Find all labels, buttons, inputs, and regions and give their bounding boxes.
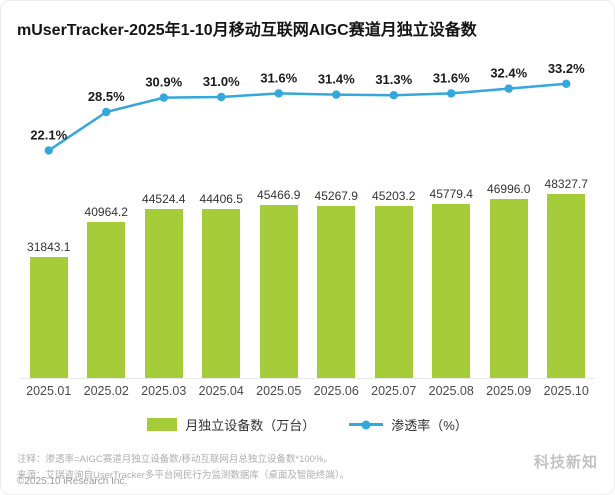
footnote-source: 来源：艾瑞咨询自UserTracker多平台网民行为监测数据库（桌面及智能终端）… xyxy=(17,469,350,481)
penetration-value-label: 31.4% xyxy=(318,72,355,87)
line-legend-label: 渗透率（%） xyxy=(391,418,468,433)
x-axis-label: 2025.01 xyxy=(26,384,72,398)
line-point xyxy=(44,146,53,155)
penetration-value-label: 32.4% xyxy=(490,66,527,81)
device-count-bar xyxy=(489,199,528,378)
device-count-bar xyxy=(87,222,126,378)
chart-legend: 月独立设备数（万台） 渗透率（%） xyxy=(1,415,614,434)
bar-value-label: 45779.4 xyxy=(429,187,473,201)
x-axis-label: 2025.08 xyxy=(428,384,474,398)
bar-column: 44524.4 xyxy=(135,48,193,378)
x-axis-label: 2025.07 xyxy=(371,384,417,398)
x-axis-label: 2025.09 xyxy=(486,384,532,398)
device-count-bar xyxy=(29,257,68,378)
line-point xyxy=(102,107,111,117)
bar-column: 46996.0 xyxy=(480,48,538,378)
footnotes: 注释：渗透率=AIGC赛道月独立设备数/移动互联网月总独立设备数*100%。 来… xyxy=(17,452,596,483)
x-axis-label: 2025.03 xyxy=(141,384,187,398)
line-point xyxy=(332,90,341,99)
line-point xyxy=(389,91,398,100)
bar-value-label: 31843.1 xyxy=(27,240,71,254)
copyright-text: ©2025.10 iResearch Inc. xyxy=(17,476,128,487)
device-count-bar xyxy=(202,209,241,378)
bar-legend-label: 月独立设备数（万台） xyxy=(185,418,316,433)
device-count-bar xyxy=(547,194,586,378)
line-point xyxy=(562,79,571,88)
bar-column: 45203.2 xyxy=(365,48,423,378)
line-point xyxy=(217,92,226,102)
penetration-value-label: 31.3% xyxy=(375,72,412,87)
x-axis-label: 2025.04 xyxy=(198,384,244,398)
line-point xyxy=(159,93,168,102)
device-count-bar xyxy=(432,204,471,378)
bar-value-label: 44524.4 xyxy=(142,192,186,206)
combo-chart: 22.1% 28.5% 30.9% 31.0% 31.6% 31.4% 31.3% 31.6%… xyxy=(20,48,595,379)
penetration-value-label: 31.0% xyxy=(203,74,240,89)
penetration-value-label: 28.5% xyxy=(88,89,125,104)
footnote-note: 注释：渗透率=AIGC赛道月独立设备数/移动互联网月总独立设备数*100%。 xyxy=(17,454,333,465)
bar-column: 31843.1 xyxy=(20,48,78,378)
bar-value-label: 45267.9 xyxy=(314,189,358,203)
x-axis-label: 2025.02 xyxy=(83,384,129,398)
bar-value-label: 44406.5 xyxy=(199,192,243,206)
x-axis-labels: 2025.01 2025.02 2025.03 2025.04 2025.05 2025.… xyxy=(20,384,595,398)
x-axis-label: 2025.10 xyxy=(543,384,589,398)
device-count-bar xyxy=(374,206,413,378)
bar-column: 45267.9 xyxy=(308,48,366,378)
line-point xyxy=(274,89,283,98)
bar-column: 40964.2 xyxy=(78,48,136,378)
bar-column: 45466.9 xyxy=(250,48,308,378)
bar-column: 48327.7 xyxy=(538,48,596,378)
x-axis-label: 2025.05 xyxy=(256,384,302,398)
bar-column: 45779.4 xyxy=(423,48,481,378)
line-point xyxy=(504,84,513,93)
device-count-bar xyxy=(317,206,356,378)
penetration-value-label: 22.1% xyxy=(30,127,67,142)
bar-column: 44406.5 xyxy=(193,48,251,378)
watermark-text: 科技新知 xyxy=(533,454,598,471)
bar-value-label: 46996.0 xyxy=(487,182,531,196)
line-legend-swatch-icon xyxy=(349,423,384,426)
bar-value-label: 40964.2 xyxy=(84,205,128,219)
penetration-value-label: 33.2% xyxy=(548,61,585,76)
device-count-bar xyxy=(144,209,183,378)
x-axis-label: 2025.06 xyxy=(313,384,359,398)
bar-value-label: 48327.7 xyxy=(544,177,588,191)
chart-title: mUserTracker-2025年1-10月移动互联网AIGC赛道月独立设备数 xyxy=(17,22,477,39)
legend-item-line: 渗透率（%） xyxy=(349,415,468,434)
bar-value-label: 45466.9 xyxy=(257,188,301,202)
penetration-value-label: 31.6% xyxy=(260,70,297,85)
bar-value-label: 45203.2 xyxy=(372,189,416,203)
penetration-line xyxy=(48,82,567,152)
penetration-line-layer: 22.1% 28.5% 30.9% 31.0% 31.6% 31.4% 31.3% 31.6%… xyxy=(30,61,585,155)
penetration-value-label: 31.6% xyxy=(433,70,470,85)
bar-legend-swatch-icon xyxy=(147,418,178,431)
bars-area: 31843.1 40964.2 44524.4 44406.5 45466.9 45267… xyxy=(20,48,595,378)
penetration-value-label: 30.9% xyxy=(145,75,182,90)
device-count-bar xyxy=(259,205,298,378)
line-point xyxy=(447,89,456,98)
legend-item-bars: 月独立设备数（万台） xyxy=(147,415,315,434)
